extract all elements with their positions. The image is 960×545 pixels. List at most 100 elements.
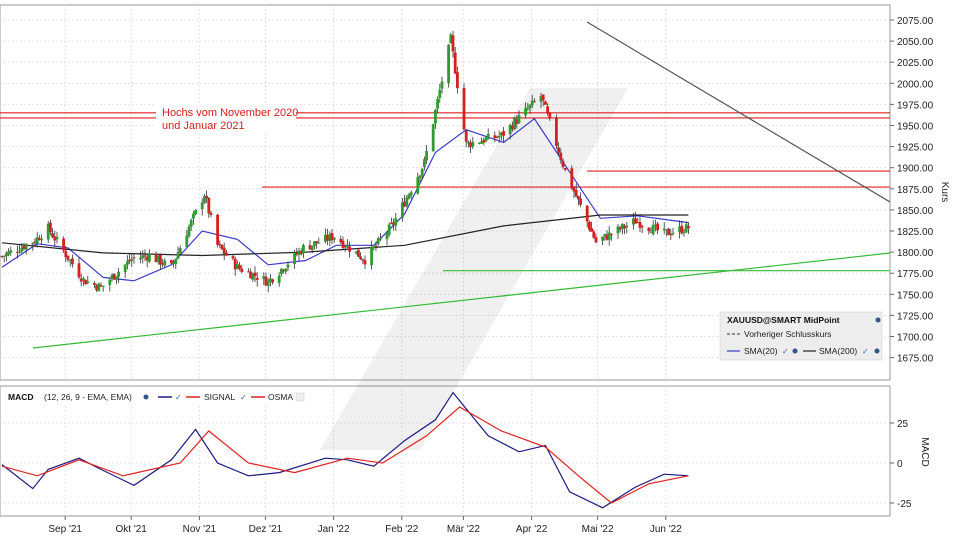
candle-body — [665, 229, 668, 231]
candle-body — [656, 223, 659, 231]
macd-tick-label: 0 — [897, 459, 903, 470]
candle-body — [603, 233, 607, 237]
candle-body — [148, 253, 151, 262]
candle-body — [572, 187, 576, 192]
macd-legend-check-1[interactable]: ✓ — [175, 393, 182, 402]
candle-body — [112, 273, 116, 280]
candle-body — [623, 225, 626, 229]
candle-body — [471, 141, 475, 147]
legend-check-2[interactable]: ✓ — [862, 347, 869, 356]
candle-body — [409, 192, 413, 196]
candle-body — [462, 87, 466, 130]
candle-body — [632, 218, 635, 225]
descending-trendline — [586, 21, 890, 203]
candle-body — [22, 245, 26, 249]
candle-body — [282, 269, 285, 272]
candle-body — [524, 107, 527, 116]
candle-body — [5, 253, 8, 257]
candle-body — [154, 253, 158, 263]
candle-body — [49, 222, 52, 233]
candle-body — [634, 218, 637, 224]
candle-body — [128, 259, 131, 262]
candle-body — [203, 196, 206, 203]
candle-body — [407, 194, 411, 199]
price-tick-label: 1950.00 — [897, 122, 934, 133]
candle-body — [115, 276, 118, 281]
macd-legend-title: MACD — [8, 392, 34, 402]
x-tick-label: Jan '22 — [318, 524, 350, 535]
candle-body — [376, 238, 380, 245]
candle-body — [216, 214, 219, 245]
x-tick-label: Jun '22 — [650, 524, 682, 535]
candle-body — [671, 232, 675, 234]
candle-body — [379, 238, 382, 240]
candle-body — [170, 260, 173, 264]
candle-body — [574, 189, 578, 197]
x-tick-label: Feb '22 — [385, 524, 418, 535]
candle-body — [269, 278, 272, 282]
candle-body — [500, 132, 503, 136]
candle-body — [449, 34, 453, 44]
candle-body — [577, 196, 580, 200]
macd-y-axis: 25 0 -25 — [890, 419, 912, 510]
candle-body — [546, 106, 549, 114]
candle-body — [249, 271, 252, 279]
candle-body — [324, 234, 327, 242]
candle-body — [110, 275, 114, 280]
x-tick-label: Nov '21 — [183, 524, 217, 535]
price-tick-label: 1725.00 — [897, 311, 934, 322]
candle-body — [579, 198, 582, 205]
candle-body — [651, 224, 655, 235]
candle-body — [143, 255, 147, 257]
price-tick-label: 1900.00 — [897, 164, 934, 175]
candle-body — [35, 237, 39, 244]
candle-body — [513, 118, 516, 130]
x-tick-label: Apr '22 — [516, 524, 548, 535]
candle-body — [77, 263, 81, 278]
candle-body — [495, 136, 499, 138]
candle-body — [541, 94, 545, 101]
candle-body — [205, 195, 208, 199]
x-axis: Sep '21 Okt '21 Nov '21 Dez '21 Jan '22 Feb '… — [48, 516, 682, 535]
candle-body — [277, 275, 281, 284]
macd-tick-label: 25 — [897, 419, 909, 430]
candle-body — [299, 250, 303, 254]
candle-body — [46, 223, 50, 240]
candle-body — [315, 241, 318, 244]
price-tick-label: 1850.00 — [897, 206, 934, 217]
candle-body — [280, 268, 283, 275]
candle-body — [425, 151, 428, 161]
macd-tick-label: -25 — [897, 499, 912, 510]
candle-body — [266, 280, 270, 286]
candle-body — [515, 119, 519, 124]
price-tick-label: 2000.00 — [897, 79, 934, 90]
price-y-axis: 2075.00 2050.00 2025.00 2000.00 1975.00 1950.… — [890, 16, 934, 365]
legend-sma200: SMA(200) — [819, 346, 857, 356]
legend-prev-close: Vorheriger Schlusskurs — [744, 329, 831, 339]
candle-body — [53, 236, 57, 241]
price-tick-label: 1775.00 — [897, 269, 934, 280]
ascending-support-line — [32, 252, 890, 349]
candle-body — [526, 108, 530, 110]
macd-axis-label: MACD — [919, 437, 930, 466]
candle-body — [55, 237, 59, 240]
candle-body — [225, 252, 228, 256]
candle-body — [302, 245, 305, 254]
macd-legend-osma: OSMA — [268, 392, 293, 402]
candle-body — [18, 251, 21, 253]
candle-body — [251, 273, 255, 280]
candle-body — [0, 256, 4, 258]
price-tick-label: 1825.00 — [897, 227, 934, 238]
candle-body — [431, 124, 435, 152]
candle-body — [185, 235, 189, 248]
candle-body — [264, 276, 268, 286]
candle-body — [209, 212, 213, 215]
legend-check-1[interactable]: ✓ — [782, 347, 789, 356]
candle-body — [557, 147, 560, 153]
candle-body — [588, 222, 591, 230]
macd-legend-check-2[interactable]: ✓ — [240, 393, 247, 402]
candle-body — [145, 256, 149, 261]
candle-body — [605, 234, 609, 240]
